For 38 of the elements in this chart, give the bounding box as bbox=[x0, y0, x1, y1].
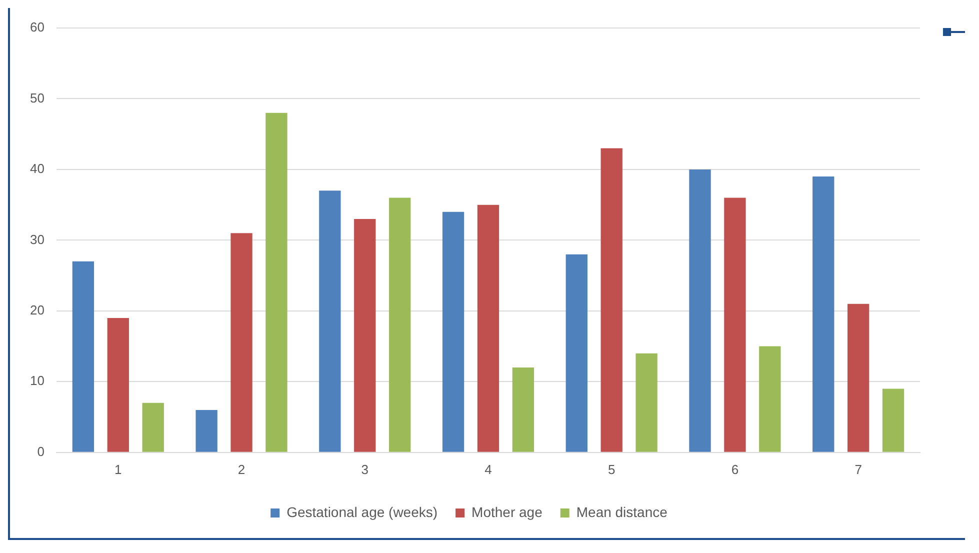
y-tick-label: 50 bbox=[30, 90, 44, 106]
bar bbox=[477, 204, 500, 452]
bar bbox=[107, 318, 129, 452]
x-tick-label: 7 bbox=[854, 462, 862, 477]
bar bbox=[319, 190, 341, 452]
y-tick-label: 40 bbox=[30, 161, 44, 176]
x-tick-label: 4 bbox=[484, 462, 492, 477]
y-tick-label: 10 bbox=[30, 373, 44, 388]
bar bbox=[847, 304, 870, 452]
x-tick-label: 2 bbox=[238, 462, 246, 477]
bar bbox=[724, 198, 746, 452]
bar bbox=[812, 176, 834, 452]
bar bbox=[388, 198, 411, 452]
legend-label: Mean distance bbox=[576, 504, 668, 520]
bar bbox=[354, 218, 376, 452]
bar bbox=[512, 368, 534, 452]
bar bbox=[230, 233, 252, 452]
bar bbox=[442, 212, 464, 452]
bar bbox=[882, 388, 904, 452]
y-tick-label: 0 bbox=[37, 444, 44, 459]
y-tick-label: 60 bbox=[30, 20, 44, 35]
y-tick-label: 20 bbox=[30, 302, 44, 318]
bar bbox=[636, 353, 658, 452]
bar bbox=[600, 148, 622, 452]
bar bbox=[72, 261, 94, 452]
legend-label: Gestational age (weeks) bbox=[286, 504, 438, 520]
x-tick-label: 1 bbox=[114, 462, 122, 477]
x-tick-label: 6 bbox=[731, 462, 739, 477]
x-tick-label: 3 bbox=[361, 462, 368, 477]
y-tick-label: 30 bbox=[30, 232, 44, 247]
bar bbox=[566, 254, 588, 452]
bar bbox=[142, 402, 164, 452]
legend-label: Mother age bbox=[472, 504, 543, 520]
bar bbox=[196, 410, 218, 452]
bar bbox=[266, 112, 288, 452]
bar bbox=[759, 346, 781, 452]
x-tick-label: 5 bbox=[608, 462, 616, 477]
bar bbox=[689, 169, 711, 452]
